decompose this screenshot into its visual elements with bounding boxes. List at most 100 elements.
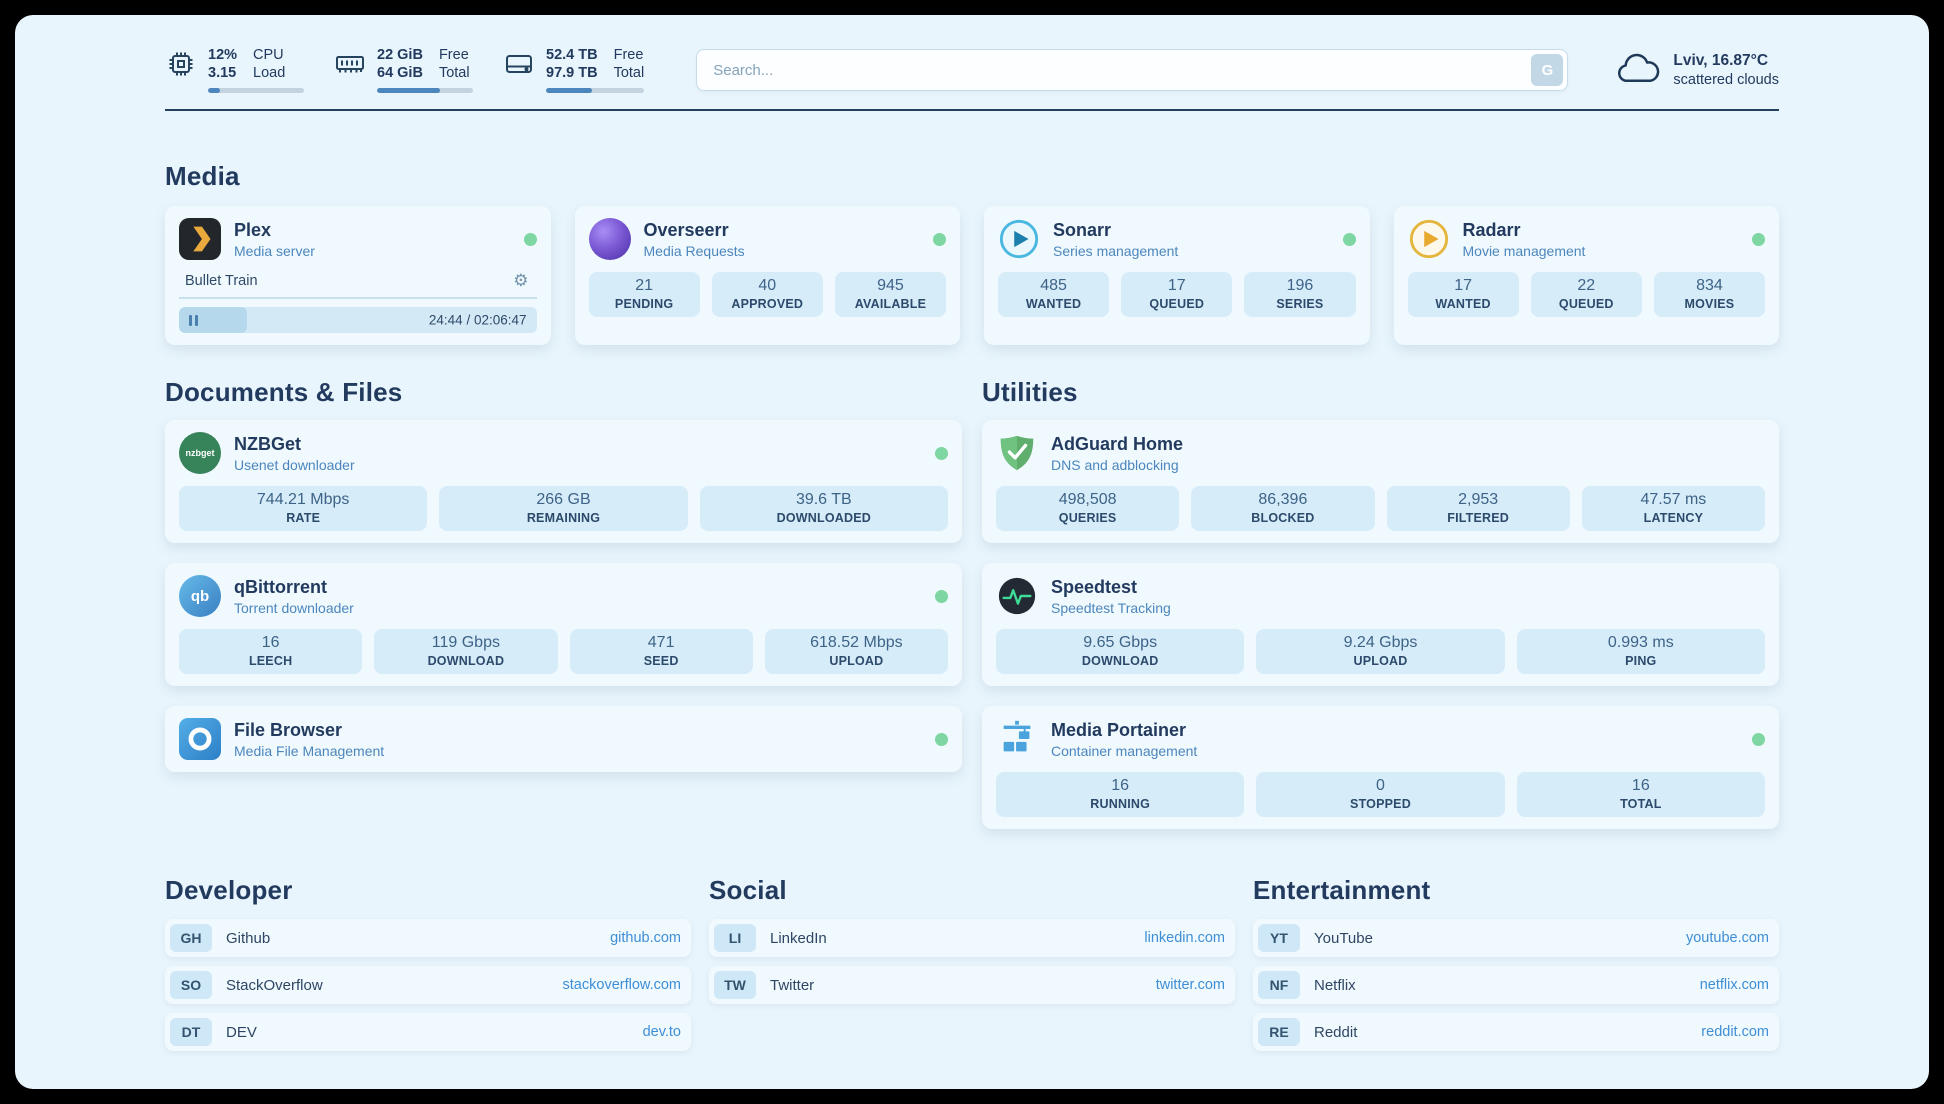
bookmark-abbr: RE bbox=[1258, 1018, 1300, 1046]
ram-widget: 22 GiB 64 GiB Free Total bbox=[334, 47, 473, 93]
weather-widget: Lviv, 16.87°C scattered clouds bbox=[1614, 52, 1779, 88]
stat-wanted: 17 WANTED bbox=[1407, 272, 1519, 317]
speedtest-card[interactable]: Speedtest Speedtest Tracking 9.65 Gbps DO… bbox=[982, 563, 1779, 686]
stat-approved: 40 APPROVED bbox=[711, 272, 823, 317]
app-desc: DNS and adblocking bbox=[1051, 456, 1179, 473]
bookmark-link[interactable]: linkedin.com bbox=[1144, 930, 1225, 946]
stat-available: 945 AVAILABLE bbox=[834, 272, 947, 317]
plex-card[interactable]: Plex Media server Bullet Train ⚙ 24:44 /… bbox=[165, 206, 551, 345]
stat-stopped: 0 STOPPED bbox=[1256, 772, 1505, 817]
bookmark-name: DEV bbox=[226, 1023, 257, 1041]
bookmark-link[interactable]: twitter.com bbox=[1155, 977, 1225, 993]
bookmark-name: Github bbox=[226, 929, 271, 947]
disk-total-value: 97.9 TB bbox=[546, 65, 598, 81]
app-name: Overseerr bbox=[643, 219, 729, 240]
bookmark-name: YouTube bbox=[1314, 929, 1373, 947]
bookmark-name: StackOverflow bbox=[226, 976, 323, 994]
app-desc: Container management bbox=[1051, 742, 1198, 759]
bookmark-name: Reddit bbox=[1314, 1023, 1358, 1041]
cloud-icon bbox=[1614, 53, 1660, 87]
bookmark-abbr: TW bbox=[714, 971, 756, 999]
bookmark-link[interactable]: dev.to bbox=[642, 1024, 681, 1040]
status-dot bbox=[933, 232, 946, 246]
bookmark-abbr: NF bbox=[1258, 971, 1300, 999]
search-input[interactable] bbox=[696, 49, 1569, 91]
bookmark-github[interactable]: GH Github github.com bbox=[165, 919, 691, 957]
stat-rate: 744.21 Mbps RATE bbox=[179, 486, 428, 531]
app-name: Plex bbox=[234, 219, 272, 240]
sonarr-card[interactable]: Sonarr Series management 485 WANTED 17 QUE… bbox=[984, 206, 1370, 345]
bookmark-stackoverflow[interactable]: SO StackOverflow stackoverflow.com bbox=[165, 966, 691, 1004]
bookmark-reddit[interactable]: RE Reddit reddit.com bbox=[1253, 1013, 1779, 1051]
filebrowser-icon bbox=[179, 718, 221, 760]
developer-group: Developer GH Github github.com SO StackO… bbox=[165, 875, 691, 1051]
stat-total: 16 TOTAL bbox=[1516, 772, 1765, 817]
app-desc: Torrent downloader bbox=[234, 599, 354, 616]
plex-icon bbox=[179, 218, 221, 260]
search-engine-button[interactable]: G bbox=[1531, 54, 1564, 86]
stat-running: 16 RUNNING bbox=[996, 772, 1245, 817]
status-dot bbox=[1752, 232, 1765, 246]
ram-total-value: 64 GiB bbox=[377, 65, 423, 81]
app-desc: Speedtest Tracking bbox=[1051, 599, 1171, 616]
stat-leech: 16 LEECH bbox=[179, 629, 363, 674]
bookmark-youtube[interactable]: YT YouTube youtube.com bbox=[1253, 919, 1779, 957]
app-desc: Media Requests bbox=[643, 242, 745, 259]
bookmark-abbr: DT bbox=[170, 1018, 212, 1046]
status-dot bbox=[935, 732, 948, 746]
disk-free-label: Free bbox=[613, 47, 644, 63]
portainer-icon bbox=[996, 718, 1038, 760]
adguard-card[interactable]: AdGuard Home DNS and adblocking 498,508 Q… bbox=[982, 420, 1779, 543]
bookmark-abbr: YT bbox=[1258, 924, 1300, 952]
bookmark-name: Twitter bbox=[770, 976, 815, 994]
top-bar: 12% 3.15 CPU Load bbox=[165, 15, 1779, 93]
disk-icon bbox=[503, 48, 535, 80]
stat-seed: 471 SEED bbox=[569, 629, 753, 674]
overseerr-card[interactable]: Overseerr Media Requests 21 PENDING 40 APP… bbox=[574, 206, 960, 345]
cpu-load-label: Load bbox=[253, 65, 286, 81]
qbittorrent-card[interactable]: qb qBittorrent Torrent downloader 16 LEEC… bbox=[165, 563, 962, 686]
nzbget-card[interactable]: nzbget NZBGet Usenet downloader 744.21 M… bbox=[165, 420, 962, 543]
pause-icon[interactable] bbox=[189, 314, 198, 326]
section-title-entertainment: Entertainment bbox=[1253, 875, 1431, 905]
bookmark-name: LinkedIn bbox=[770, 929, 827, 947]
bookmark-link[interactable]: reddit.com bbox=[1701, 1024, 1769, 1040]
stat-downloaded: 39.6 TB DOWNLOADED bbox=[699, 486, 948, 531]
cpu-usage-bar bbox=[208, 88, 304, 93]
bookmark-link[interactable]: stackoverflow.com bbox=[562, 977, 681, 993]
status-dot bbox=[935, 589, 948, 603]
bookmark-dev[interactable]: DT DEV dev.to bbox=[165, 1013, 691, 1051]
cpu-usage-value: 12% bbox=[208, 47, 238, 63]
portainer-card[interactable]: Media Portainer Container management 16 R… bbox=[982, 706, 1779, 829]
stat-download: 9.65 Gbps DOWNLOAD bbox=[996, 629, 1245, 674]
bookmark-link[interactable]: netflix.com bbox=[1699, 977, 1769, 993]
disk-free-value: 52.4 TB bbox=[546, 47, 598, 63]
status-dot bbox=[1342, 232, 1356, 246]
search-bar: G bbox=[696, 49, 1569, 91]
stat-upload: 9.24 Gbps UPLOAD bbox=[1256, 629, 1505, 674]
bookmark-link[interactable]: github.com bbox=[610, 930, 681, 946]
bookmark-abbr: SO bbox=[170, 971, 212, 999]
bookmark-link[interactable]: youtube.com bbox=[1685, 930, 1769, 946]
bookmark-netflix[interactable]: NF Netflix netflix.com bbox=[1253, 966, 1779, 1004]
section-title-developer: Developer bbox=[165, 875, 293, 905]
bookmark-linkedin[interactable]: LI LinkedIn linkedin.com bbox=[709, 919, 1235, 957]
app-desc: Series management bbox=[1053, 242, 1179, 259]
cpu-widget: 12% 3.15 CPU Load bbox=[165, 47, 304, 93]
now-playing-row: Bullet Train ⚙ bbox=[179, 268, 537, 299]
stat-remaining: 266 GB REMAINING bbox=[439, 486, 688, 531]
radarr-card[interactable]: Radarr Movie management 17 WANTED 22 QUEUE… bbox=[1393, 206, 1779, 345]
bookmark-twitter[interactable]: TW Twitter twitter.com bbox=[709, 966, 1235, 1004]
social-group: Social LI LinkedIn linkedin.com TW Twitt… bbox=[709, 875, 1235, 1051]
app-desc: Movie management bbox=[1462, 242, 1586, 259]
settings-icon[interactable]: ⚙ bbox=[513, 271, 529, 290]
status-dot bbox=[935, 446, 948, 460]
stat-series: 196 SERIES bbox=[1244, 272, 1356, 317]
nzbget-icon: nzbget bbox=[179, 432, 221, 474]
ram-free-label: Free bbox=[438, 47, 469, 63]
section-title-documents: Documents & Files bbox=[165, 377, 403, 407]
filebrowser-card[interactable]: File Browser Media File Management bbox=[165, 706, 962, 772]
stat-blocked: 86,396 BLOCKED bbox=[1191, 486, 1375, 531]
adguard-icon bbox=[996, 432, 1038, 474]
